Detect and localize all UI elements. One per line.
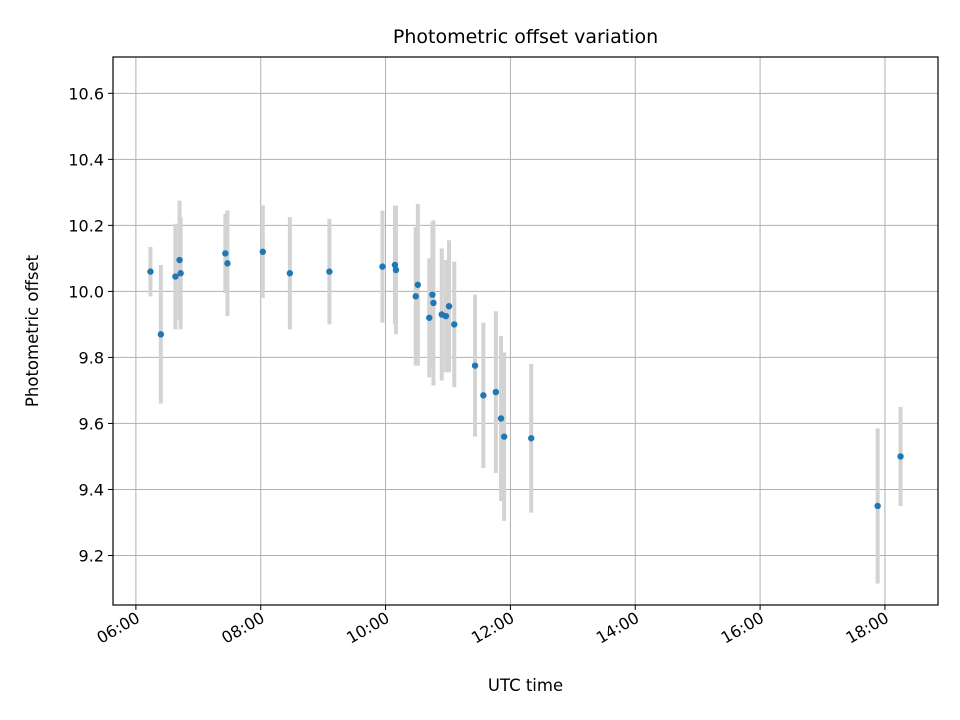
data-point bbox=[471, 362, 479, 369]
data-point bbox=[172, 273, 179, 280]
data-point bbox=[379, 263, 386, 270]
data-point bbox=[176, 256, 183, 264]
data-point bbox=[442, 312, 450, 320]
data-point bbox=[414, 281, 422, 288]
grid bbox=[113, 57, 938, 605]
data-point bbox=[326, 268, 333, 275]
data-point bbox=[430, 299, 437, 307]
y-axis-ticks: 9.2 9.4 9.6 9.8 10.0 10.2 10.4 10.6 bbox=[68, 84, 113, 565]
data-point bbox=[157, 331, 165, 338]
data-point bbox=[391, 261, 399, 269]
data-point bbox=[147, 268, 154, 275]
y-tick-label: 9.6 bbox=[79, 414, 104, 433]
data-point bbox=[492, 388, 500, 396]
data-point bbox=[445, 303, 453, 310]
data-point bbox=[177, 270, 184, 277]
x-axis-title: UTC time bbox=[488, 676, 563, 695]
y-tick-label: 10.6 bbox=[68, 84, 104, 103]
y-tick-label: 10.2 bbox=[68, 216, 104, 235]
y-tick-label: 10.0 bbox=[68, 282, 104, 301]
data-point bbox=[429, 291, 436, 298]
data-points bbox=[147, 248, 904, 510]
data-point bbox=[451, 321, 458, 328]
data-point bbox=[528, 435, 535, 442]
y-tick-label: 9.8 bbox=[79, 348, 104, 367]
data-point bbox=[897, 453, 904, 460]
data-point bbox=[480, 392, 487, 399]
data-point bbox=[259, 248, 267, 255]
data-point bbox=[286, 270, 294, 277]
chart-title: Photometric offset variation bbox=[393, 26, 658, 48]
plot-frame bbox=[112, 56, 939, 606]
data-point bbox=[222, 250, 229, 257]
y-tick-label: 10.4 bbox=[68, 150, 104, 169]
y-tick-label: 9.2 bbox=[79, 546, 104, 565]
data-point bbox=[392, 266, 400, 274]
data-point bbox=[224, 260, 231, 267]
data-point bbox=[874, 502, 881, 510]
data-point bbox=[497, 415, 505, 422]
y-axis-title: Photometric offset bbox=[23, 254, 42, 407]
y-tick-label: 9.4 bbox=[79, 480, 104, 499]
data-point bbox=[500, 433, 508, 440]
data-point bbox=[412, 293, 419, 300]
data-point bbox=[426, 314, 433, 321]
